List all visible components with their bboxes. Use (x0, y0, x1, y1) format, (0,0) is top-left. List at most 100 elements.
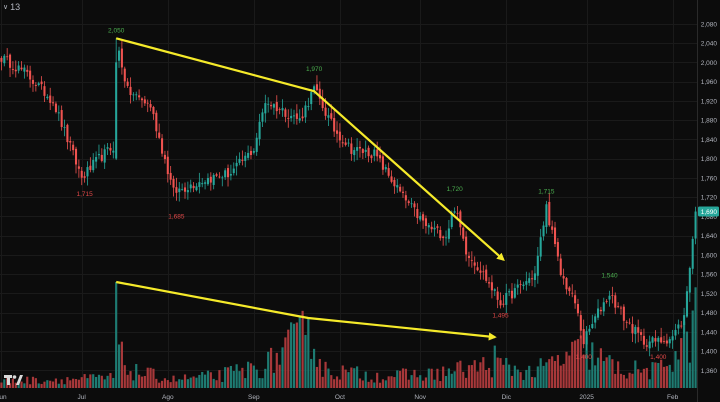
candle (536, 246, 539, 284)
candle-body (579, 315, 582, 331)
candle (358, 140, 362, 158)
candle (249, 146, 253, 160)
candle (479, 261, 482, 280)
candle (169, 165, 172, 185)
candle-body (605, 301, 608, 302)
candle-body (442, 236, 445, 239)
volume-bar (694, 287, 697, 388)
candle (267, 97, 270, 113)
candle-body (631, 324, 634, 334)
high-price-label: 1,970 (306, 66, 323, 73)
volume-bar (424, 377, 428, 388)
candle-body (551, 226, 554, 230)
candle-body (694, 211, 697, 239)
last-price-label: 1,690 (701, 209, 718, 216)
volume-bar (229, 365, 232, 388)
candle-body (450, 213, 453, 228)
volume-bar (281, 347, 284, 388)
price-axis-label: 2,000 (701, 60, 718, 67)
candle-body (347, 142, 350, 144)
volume-bar (393, 377, 396, 388)
candle (344, 137, 347, 147)
candle (436, 224, 439, 234)
volume-bar (158, 382, 161, 388)
candle-body (536, 255, 539, 276)
candle-body (344, 142, 347, 145)
candle-body (126, 81, 129, 86)
volume-bar (430, 368, 433, 388)
candle (278, 107, 281, 115)
volume-bar (115, 282, 118, 388)
volume-bar (456, 362, 459, 388)
price-axis-label: 1,920 (701, 98, 718, 105)
volume-bar (261, 378, 264, 388)
candle (198, 172, 201, 194)
candle (89, 157, 92, 173)
low-price-label: 1,400 (650, 354, 667, 361)
candle (315, 75, 318, 92)
volume-bar (688, 362, 691, 388)
candle (657, 336, 660, 351)
candle (556, 238, 559, 262)
candle-body (356, 147, 359, 151)
candle-body (376, 149, 379, 157)
candle-body (14, 69, 17, 72)
price-axis-label: 1,640 (701, 233, 718, 240)
candle (192, 182, 195, 193)
volume-bar (117, 344, 121, 388)
candle-body (63, 127, 66, 129)
candle (533, 266, 536, 288)
low-price-label: 1,400 (576, 354, 593, 361)
candle (227, 164, 230, 187)
candle (528, 272, 531, 286)
candle-body (278, 109, 281, 110)
volume-bar (23, 383, 26, 388)
candle (178, 182, 181, 202)
volume-bar (312, 348, 316, 388)
candle (52, 96, 55, 107)
volume-bar (545, 362, 548, 388)
candle (46, 94, 49, 100)
candle (361, 148, 364, 160)
volume-bar (307, 318, 310, 388)
candle-body (622, 306, 625, 321)
candle-body (393, 179, 396, 187)
volume-bar (473, 360, 476, 388)
volume-bar (462, 371, 465, 388)
volume-bar (155, 378, 158, 388)
candle-body (399, 186, 402, 192)
volume-bar (571, 341, 574, 388)
volume-trendline-arrow[interactable] (115, 280, 497, 341)
candle-body (447, 228, 450, 239)
candle (465, 231, 468, 262)
volume-bar (579, 335, 582, 388)
indicator-control[interactable]: ∨ 13 (3, 2, 20, 12)
volume-bar (335, 376, 339, 388)
candle-body (410, 203, 413, 205)
candle-body (189, 184, 192, 189)
candle-body (502, 303, 505, 305)
price-trendline-arrow[interactable] (115, 37, 505, 262)
volume-bar (201, 371, 204, 388)
time-axis-label: Dic (502, 394, 512, 401)
volume-bar (301, 310, 304, 388)
volume-bar (479, 362, 482, 388)
candle-body (252, 151, 255, 153)
candle (651, 336, 654, 348)
candle-body (513, 288, 516, 298)
volume-bar (528, 365, 531, 388)
candle (224, 168, 227, 180)
candle (209, 172, 212, 191)
price-axis-label: 1,760 (701, 175, 718, 182)
volume-bar (77, 379, 80, 388)
volume-bar (86, 378, 89, 388)
volume-bar (605, 357, 608, 388)
candle (419, 212, 422, 222)
candle (548, 193, 551, 227)
volume-bars (0, 282, 697, 388)
last-price-tag (698, 206, 719, 217)
candle (126, 78, 129, 88)
candle-body (439, 230, 442, 239)
volume-bar (106, 375, 109, 388)
